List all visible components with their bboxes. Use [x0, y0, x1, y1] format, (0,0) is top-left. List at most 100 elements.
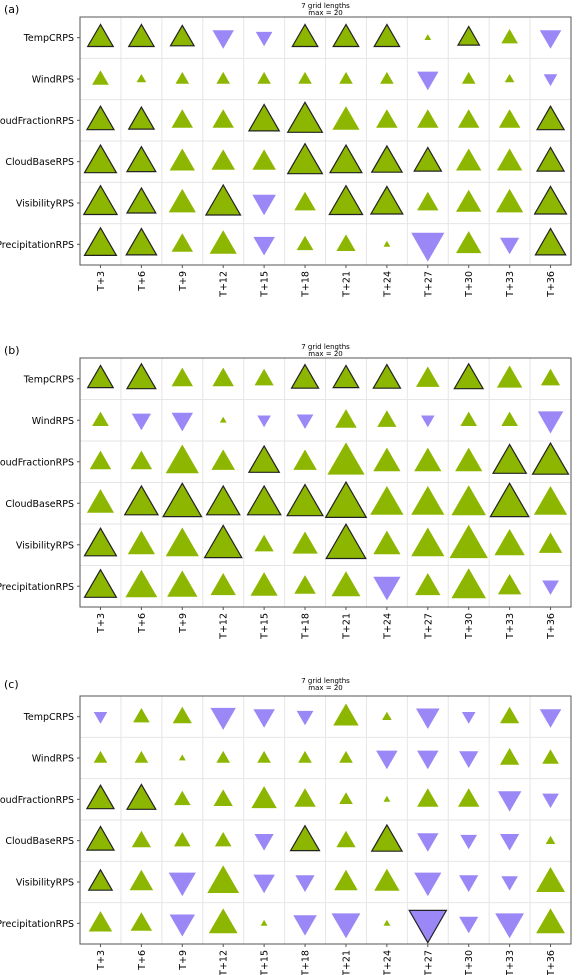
triangle-down-marker [417, 71, 439, 91]
triangle-up-marker [125, 362, 157, 390]
column-label: T+18 [301, 613, 312, 640]
triangle-up-marker [370, 486, 404, 515]
triangle-up-marker [456, 148, 482, 171]
triangle-up-marker [209, 230, 237, 254]
chart-title: 7 grid lengths [301, 677, 350, 685]
triangle-down-marker [459, 875, 479, 892]
triangle-up-marker [130, 450, 153, 470]
triangle-up-marker [496, 365, 523, 388]
triangle-up-marker [333, 703, 359, 726]
triangle-up-marker [497, 574, 522, 595]
column-label: T+24 [382, 950, 393, 975]
column-label: T+15 [260, 271, 271, 298]
triangle-up-marker [292, 531, 318, 554]
panel-label: (b) [4, 344, 20, 357]
triangle-up-marker [165, 527, 199, 557]
triangle-down-marker [543, 74, 558, 87]
triangle-up-marker [383, 795, 391, 802]
triangle-up-marker [416, 366, 440, 387]
column-label: T+12 [219, 271, 230, 298]
triangle-up-marker [451, 568, 486, 599]
triangle-up-marker [93, 750, 108, 763]
triangle-up-marker [328, 143, 363, 174]
row-label: TempCRPS [23, 374, 74, 385]
triangle-down-marker [416, 708, 440, 729]
triangle-up-marker [334, 869, 358, 891]
triangle-up-marker [538, 532, 563, 553]
triangle-up-marker [127, 105, 156, 130]
column-label: T+33 [505, 613, 516, 640]
triangle-up-marker [211, 149, 235, 170]
triangle-up-marker [174, 790, 191, 806]
triangle-up-marker [171, 367, 193, 387]
triangle-down-marker [459, 916, 479, 934]
triangle-down-marker [168, 872, 196, 897]
triangle-up-marker [252, 149, 276, 170]
triangle-up-marker [210, 573, 236, 596]
triangle-up-marker [205, 484, 241, 516]
triangle-down-marker [253, 709, 275, 728]
triangle-up-marker [332, 364, 360, 389]
triangle-up-marker [373, 447, 401, 472]
column-label: T+6 [137, 271, 148, 292]
row-label: CloudBaseRPS [5, 499, 74, 510]
plot-frame [79, 357, 572, 608]
triangle-up-marker [424, 34, 432, 40]
row-label: CloudFractionRPS [0, 116, 74, 127]
triangle-up-marker [247, 103, 281, 132]
triangle-down-marker [296, 710, 314, 726]
triangle-down-marker [497, 791, 522, 812]
triangle-down-marker [171, 412, 193, 432]
triangle-up-marker [327, 442, 365, 475]
chart-subtitle: max = 20 [308, 9, 342, 17]
triangle-down-marker [254, 834, 274, 851]
triangle-down-marker [295, 875, 315, 892]
triangle-up-marker [213, 789, 233, 806]
triangle-up-marker [413, 146, 443, 172]
triangle-down-marker [501, 876, 518, 891]
triangle-up-marker [460, 411, 477, 426]
triangle-up-marker [328, 184, 364, 216]
column-label: T+30 [464, 613, 475, 640]
triangle-up-marker [257, 71, 271, 84]
triangle-up-marker [286, 101, 324, 133]
triangle-up-marker [134, 750, 149, 763]
triangle-down-marker [539, 709, 562, 728]
triangle-up-marker [380, 71, 394, 84]
column-label: T+3 [96, 613, 107, 634]
column-label: T+12 [219, 950, 230, 975]
row-label: CloudFractionRPS [0, 457, 74, 468]
triangle-up-marker [219, 416, 227, 423]
triangle-up-marker [411, 486, 445, 515]
triangle-up-marker [125, 569, 158, 598]
triangle-up-marker [85, 783, 116, 810]
triangle-up-marker [127, 530, 155, 555]
triangle-up-marker [260, 919, 268, 926]
triangle-up-marker [125, 145, 157, 173]
triangle-up-marker [500, 748, 520, 765]
triangle-up-marker [533, 486, 568, 515]
triangle-up-marker [167, 570, 198, 597]
triangle-up-marker [534, 227, 567, 256]
triangle-up-marker [494, 529, 525, 556]
column-label: T+15 [260, 950, 271, 975]
triangle-up-marker [174, 832, 191, 847]
triangle-down-marker [93, 712, 108, 724]
triangle-up-marker [451, 485, 486, 516]
triangle-up-marker [294, 191, 316, 211]
triangle-down-marker [293, 915, 317, 936]
triangle-up-marker [125, 227, 158, 256]
triangle-up-marker [204, 183, 242, 216]
triangle-up-marker [498, 109, 521, 128]
triangle-up-marker [500, 706, 520, 724]
triangle-up-marker [458, 109, 480, 128]
triangle-up-marker [168, 188, 196, 213]
triangle-up-marker [417, 191, 439, 211]
triangle-up-marker [533, 185, 568, 215]
triangle-up-marker [456, 189, 482, 212]
column-label: T+18 [301, 950, 312, 975]
triangle-up-marker [88, 911, 113, 932]
